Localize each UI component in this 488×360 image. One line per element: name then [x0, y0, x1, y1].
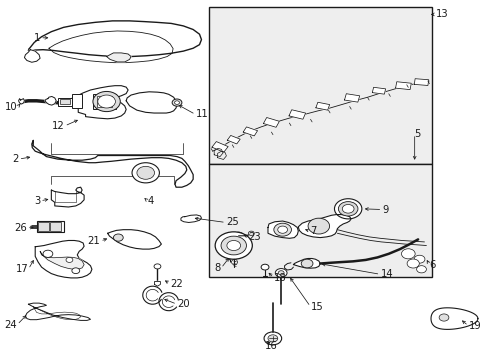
Circle shape: [301, 259, 312, 268]
Polygon shape: [243, 127, 257, 136]
Circle shape: [172, 99, 182, 106]
Bar: [209, 164, 431, 277]
Text: 25: 25: [225, 217, 238, 228]
Circle shape: [307, 218, 329, 234]
Polygon shape: [72, 86, 128, 119]
Text: 18: 18: [273, 273, 286, 283]
Circle shape: [132, 163, 159, 183]
Circle shape: [267, 335, 277, 342]
Circle shape: [113, 234, 123, 241]
Polygon shape: [430, 308, 477, 329]
Circle shape: [413, 255, 424, 263]
Polygon shape: [181, 215, 201, 222]
Text: 3: 3: [34, 196, 40, 206]
Polygon shape: [28, 21, 201, 57]
Bar: [60, 99, 70, 104]
Polygon shape: [298, 215, 350, 238]
Polygon shape: [51, 187, 84, 207]
Polygon shape: [107, 230, 161, 249]
Bar: [37, 221, 63, 232]
Text: 4: 4: [147, 196, 154, 206]
Text: 10: 10: [4, 102, 17, 112]
Text: 6: 6: [428, 260, 435, 270]
Circle shape: [416, 266, 426, 273]
Polygon shape: [413, 79, 428, 85]
Polygon shape: [19, 99, 24, 104]
Text: 11: 11: [195, 109, 208, 120]
Polygon shape: [154, 282, 160, 286]
Circle shape: [264, 332, 281, 345]
Circle shape: [66, 257, 73, 262]
Polygon shape: [40, 251, 84, 269]
Polygon shape: [293, 258, 320, 268]
Polygon shape: [25, 303, 90, 320]
Polygon shape: [288, 110, 305, 119]
Circle shape: [406, 259, 418, 268]
Text: 12: 12: [52, 121, 64, 131]
Circle shape: [277, 226, 287, 233]
Bar: [209, 7, 431, 164]
Circle shape: [278, 271, 284, 275]
Polygon shape: [227, 135, 240, 144]
Polygon shape: [32, 140, 193, 187]
Polygon shape: [35, 240, 92, 278]
Bar: [97, 96, 112, 107]
Bar: [93, 94, 116, 109]
Polygon shape: [267, 221, 298, 238]
Bar: [58, 98, 72, 106]
Circle shape: [98, 95, 115, 108]
Circle shape: [221, 236, 246, 255]
Text: 24: 24: [4, 320, 17, 330]
Circle shape: [438, 314, 448, 321]
Text: 13: 13: [435, 9, 448, 19]
Text: 19: 19: [468, 321, 480, 331]
Circle shape: [137, 166, 154, 179]
Polygon shape: [344, 94, 359, 102]
Text: 9: 9: [382, 204, 388, 215]
Circle shape: [154, 264, 161, 269]
Text: 16: 16: [264, 341, 277, 351]
Polygon shape: [263, 117, 279, 127]
Bar: [50, 222, 61, 231]
Text: 8: 8: [214, 263, 221, 273]
Polygon shape: [45, 96, 56, 105]
Polygon shape: [395, 82, 410, 90]
Text: 17: 17: [16, 264, 28, 274]
Polygon shape: [211, 141, 228, 152]
Text: 15: 15: [310, 302, 323, 312]
Circle shape: [215, 232, 252, 259]
Polygon shape: [315, 102, 329, 110]
Text: 2: 2: [12, 154, 19, 164]
Circle shape: [334, 199, 361, 219]
Circle shape: [93, 91, 120, 112]
Polygon shape: [106, 53, 131, 62]
Text: 21: 21: [87, 236, 100, 246]
Bar: [38, 222, 49, 231]
Circle shape: [226, 240, 240, 251]
Circle shape: [342, 204, 353, 213]
Text: 22: 22: [170, 279, 183, 289]
Circle shape: [261, 264, 268, 270]
Circle shape: [248, 231, 254, 235]
Text: 14: 14: [380, 269, 392, 279]
Text: 7: 7: [310, 226, 316, 236]
Circle shape: [233, 232, 243, 239]
Circle shape: [43, 250, 53, 257]
Text: 23: 23: [248, 232, 261, 242]
Text: 26: 26: [14, 222, 27, 233]
Text: 5: 5: [414, 129, 420, 139]
Polygon shape: [126, 92, 177, 113]
Circle shape: [338, 202, 357, 216]
Polygon shape: [371, 87, 385, 94]
Bar: [72, 94, 82, 108]
Circle shape: [275, 269, 286, 277]
Text: 20: 20: [177, 299, 189, 309]
Circle shape: [401, 249, 414, 259]
Circle shape: [174, 101, 179, 104]
Text: 1: 1: [34, 33, 40, 43]
Polygon shape: [24, 50, 40, 62]
Circle shape: [273, 223, 291, 236]
Circle shape: [72, 268, 80, 274]
